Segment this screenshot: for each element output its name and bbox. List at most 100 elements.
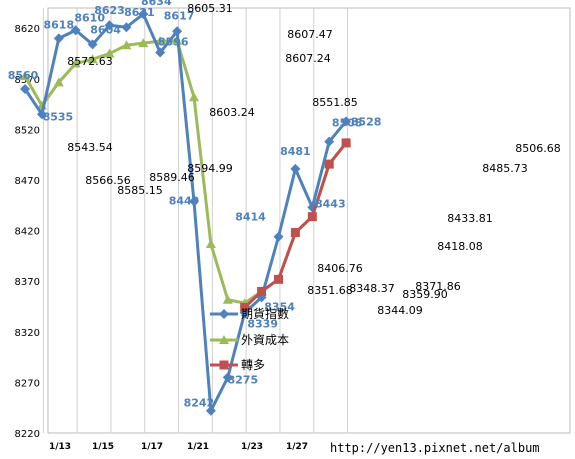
data-point (87, 54, 98, 64)
data-point (87, 39, 98, 50)
data-label-cost: 8566.56 (85, 174, 131, 187)
data-label-cost: 8607.24 (285, 52, 331, 65)
data-label-futures: 8354 (264, 300, 295, 313)
y-tick-label: 8220 (15, 429, 40, 440)
y-tick-label: 8520 (15, 125, 40, 136)
x-tick-label: 1/21 (187, 442, 209, 452)
data-label-cost: 8543.54 (67, 141, 113, 154)
data-label-cost: 8371.86 (415, 280, 461, 293)
data-label-cost: 8485.73 (482, 162, 528, 175)
data-label-cost: 8572.63 (67, 55, 113, 68)
data-point (104, 20, 115, 31)
data-label-futures: 8596 (158, 36, 189, 49)
data-label-cost: 8348.37 (349, 282, 395, 295)
data-point (70, 58, 81, 68)
data-label-cost: 8607.47 (287, 28, 333, 41)
data-point (53, 77, 64, 87)
data-point (189, 196, 199, 207)
data-point (205, 239, 216, 249)
y-tick-label: 8620 (15, 24, 40, 35)
data-label-cost: 8359.90 (402, 288, 448, 301)
data-point (70, 25, 81, 36)
data-label-futures: 8623 (94, 4, 125, 17)
data-point (205, 405, 216, 416)
legend-label: 期貨指數 (241, 306, 289, 321)
data-point (324, 159, 334, 169)
data-label-futures: 8560 (8, 69, 39, 82)
data-label-cost: 8351.68 (307, 284, 353, 297)
x-tick-label: 1/27 (286, 442, 308, 452)
legend-label: 外資成本 (241, 333, 289, 347)
data-label-futures: 8621 (124, 6, 155, 19)
data-point (222, 294, 233, 304)
y-tick-label: 8370 (15, 277, 40, 288)
data-point (341, 116, 352, 127)
data-point (138, 9, 149, 20)
data-label-cost: 8594.99 (187, 162, 233, 175)
data-label-futures: 8535 (43, 110, 74, 123)
data-label-cost: 8506.68 (515, 142, 561, 155)
data-label-futures: 8617 (164, 9, 195, 22)
data-label-futures: 8508 (332, 117, 363, 130)
data-label-cost: 8418.08 (437, 240, 483, 253)
x-tick-label: 1/13 (49, 442, 71, 452)
data-point (273, 231, 284, 242)
data-point (53, 33, 64, 44)
data-point (121, 22, 132, 33)
series-lines (20, 9, 352, 416)
data-point (155, 47, 166, 58)
data-point (307, 212, 317, 222)
data-point (189, 92, 199, 102)
data-point (36, 109, 47, 120)
data-label-cost: 8551.85 (312, 96, 358, 109)
data-point (240, 302, 250, 312)
data-point (121, 40, 132, 50)
data-label-cost: 8344.09 (377, 304, 423, 317)
data-label-cost: 8406.76 (317, 262, 363, 275)
data-point (155, 36, 166, 46)
data-point (290, 163, 301, 174)
data-point (138, 38, 149, 48)
data-point (20, 83, 30, 94)
data-label-futures: 8481 (280, 145, 311, 158)
data-label-futures: 8528 (351, 115, 382, 128)
data-point (219, 360, 229, 370)
data-label-futures: 8449 (169, 194, 200, 207)
watermark: http://yen13.pixnet.net/album (330, 441, 540, 455)
data-point (290, 228, 300, 238)
legend-label: 轉多 (241, 358, 265, 372)
x-tick-label: 1/17 (141, 442, 163, 452)
data-label-cost: 8605.31 (187, 2, 233, 15)
y-tick-label: 8470 (15, 176, 40, 187)
data-label-futures: 8634 (141, 0, 172, 8)
data-point (341, 138, 351, 148)
data-point (324, 136, 335, 147)
data-label-cost: 8589.46 (149, 171, 195, 184)
data-point (257, 286, 267, 296)
data-point (104, 48, 115, 58)
data-label-futures: 8339 (247, 318, 278, 331)
data-point (20, 71, 30, 81)
data-label-cost: 8603.24 (209, 106, 255, 119)
data-label-futures: 8275 (227, 373, 258, 386)
series-line-0 (23, 12, 348, 413)
data-point (172, 26, 183, 37)
y-tick-label: 8270 (15, 378, 40, 389)
data-label-futures: 8604 (90, 23, 121, 36)
data-label-futures: 8618 (43, 18, 74, 31)
data-label-futures: 8443 (315, 197, 346, 210)
x-tick-label: 1/15 (92, 442, 114, 452)
data-label-futures: 8414 (235, 211, 266, 224)
x-tick-label: 1/23 (241, 442, 263, 452)
data-point (222, 372, 233, 383)
data-label-futures: 8610 (74, 11, 105, 24)
y-tick-label: 8320 (15, 328, 40, 339)
data-point (219, 309, 229, 319)
data-point (274, 274, 283, 284)
y-tick-label: 8420 (15, 227, 40, 238)
data-point (219, 335, 229, 344)
data-label-cost: 8433.81 (447, 212, 493, 225)
